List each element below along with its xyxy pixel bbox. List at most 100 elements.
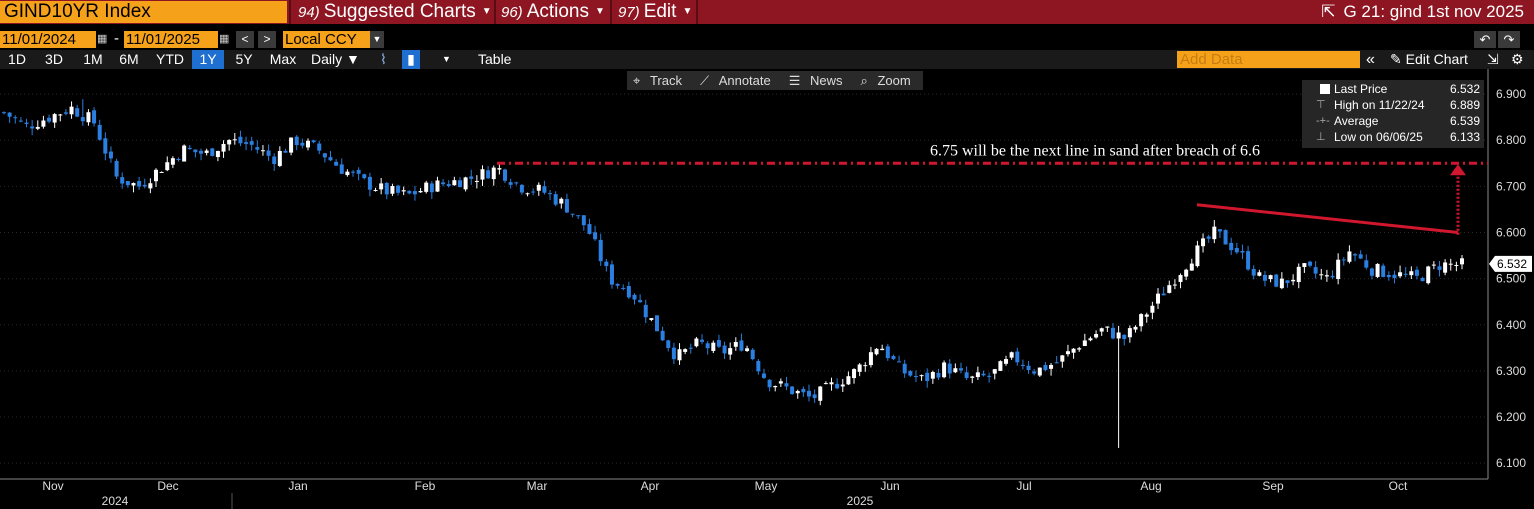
start-date-field[interactable]: 11/01/2024 bbox=[0, 31, 96, 48]
frequency-select[interactable]: Daily ▼ bbox=[311, 51, 360, 67]
gear-icon[interactable]: ⚙ bbox=[1511, 51, 1524, 67]
add-data-input[interactable]: Add Data bbox=[1177, 51, 1360, 68]
candle-body bbox=[1032, 371, 1037, 374]
collapse-icon[interactable]: « bbox=[1366, 51, 1375, 68]
candle-body bbox=[1431, 264, 1436, 266]
candle-body bbox=[114, 161, 119, 177]
news-tool[interactable]: ☰ News bbox=[788, 73, 843, 88]
candle-body bbox=[576, 215, 581, 217]
redo-icon[interactable]: ↷ bbox=[1498, 31, 1520, 48]
candle-body bbox=[204, 150, 209, 153]
candle-body bbox=[553, 194, 558, 205]
currency-select[interactable]: Local CCY ▼ bbox=[283, 31, 384, 48]
candle-body bbox=[30, 126, 35, 129]
candle-body bbox=[1009, 352, 1014, 358]
price-chart: 6.900 6.800 6.700 6.600 6.500 6.400 6.300 6.200… bbox=[0, 69, 1532, 509]
candle-body bbox=[120, 177, 125, 184]
resize-icon[interactable]: ⇲ bbox=[1487, 51, 1499, 67]
candle-body bbox=[1195, 245, 1200, 267]
undo-icon[interactable]: ↶ bbox=[1474, 31, 1496, 48]
candle-body bbox=[362, 174, 367, 179]
candle-body bbox=[497, 168, 502, 170]
table-button[interactable]: Table bbox=[478, 51, 512, 67]
candle-body bbox=[531, 191, 536, 193]
candle-body bbox=[587, 224, 592, 234]
calendar-icon[interactable]: ▦ bbox=[219, 33, 230, 45]
suggested-charts-menu[interactable]: 94) Suggested Charts ▼ bbox=[298, 0, 492, 24]
candle-body bbox=[142, 184, 147, 187]
candle-body bbox=[1330, 275, 1335, 278]
candle-body bbox=[1324, 275, 1329, 277]
chart-title: ⇱ G 21: gind 1st nov 2025 bbox=[1321, 2, 1524, 21]
candle-body bbox=[474, 180, 479, 182]
chevron-down-icon[interactable]: ▼ bbox=[442, 54, 451, 64]
next-icon[interactable]: > bbox=[258, 31, 276, 48]
y-tick-label: 6.800 bbox=[1496, 133, 1526, 147]
previous-icon[interactable]: < bbox=[236, 31, 254, 48]
candle-body bbox=[936, 372, 941, 378]
candle-body bbox=[1398, 272, 1403, 277]
candle-body bbox=[283, 150, 288, 153]
resistance-line bbox=[1196, 203, 1459, 234]
period-ytd[interactable]: YTD bbox=[156, 51, 184, 67]
candle-body bbox=[1448, 263, 1453, 265]
candle-body bbox=[407, 190, 412, 194]
candle-body bbox=[232, 139, 237, 141]
candle-body bbox=[108, 151, 113, 159]
candle-body bbox=[131, 183, 136, 186]
candle-body bbox=[379, 183, 384, 190]
candle-body bbox=[846, 376, 851, 385]
candle-body bbox=[52, 114, 57, 123]
candle-body bbox=[1178, 275, 1183, 282]
candle-body bbox=[767, 379, 772, 388]
pop-out-icon[interactable]: ⇱ bbox=[1321, 2, 1336, 21]
candle-body bbox=[125, 181, 130, 186]
line-chart-icon[interactable]: ⌇ bbox=[380, 51, 387, 67]
period-3d[interactable]: 3D bbox=[45, 51, 63, 67]
candle-body bbox=[1308, 261, 1313, 266]
candle-body bbox=[919, 375, 924, 377]
period-5y[interactable]: 5Y bbox=[235, 51, 253, 67]
candle-body bbox=[514, 182, 519, 184]
candle-body bbox=[1437, 266, 1442, 270]
candle-body bbox=[1060, 355, 1065, 362]
candle-body bbox=[621, 287, 626, 289]
candle-body bbox=[1150, 305, 1155, 313]
candle-body bbox=[92, 110, 97, 124]
annotation-text: 6.75 will be the next line in sand after… bbox=[930, 142, 1260, 159]
period-1y[interactable]: 1Y bbox=[192, 50, 224, 69]
ticker-field[interactable]: GIND10YR Index bbox=[0, 1, 287, 23]
candle-body bbox=[1246, 251, 1251, 270]
candle-body bbox=[722, 345, 727, 354]
candle-body bbox=[519, 184, 524, 193]
period-1m[interactable]: 1M bbox=[83, 51, 103, 67]
candle-body bbox=[874, 348, 879, 355]
candle-body bbox=[1386, 274, 1391, 278]
candle-body bbox=[1403, 273, 1408, 275]
period-max[interactable]: Max bbox=[269, 51, 297, 67]
candle-chart-icon[interactable]: ▮ bbox=[402, 50, 420, 69]
candle-body bbox=[666, 340, 671, 348]
candle-body bbox=[1257, 272, 1262, 276]
candle-body bbox=[103, 138, 108, 154]
actions-menu[interactable]: 96) Actions ▼ bbox=[501, 0, 605, 24]
zoom-tool[interactable]: ⌕ Zoom bbox=[860, 73, 911, 88]
candle-body bbox=[260, 150, 265, 152]
edit-menu[interactable]: 97) Edit ▼ bbox=[618, 0, 692, 24]
track-tool[interactable]: ⌖ Track bbox=[633, 73, 682, 88]
end-date-field[interactable]: 11/01/2025 bbox=[124, 31, 218, 48]
candle-body bbox=[671, 347, 676, 360]
candle-body bbox=[1161, 293, 1166, 296]
annotate-tool[interactable]: ⟋ Annotate bbox=[699, 73, 771, 88]
candle-body bbox=[1279, 278, 1284, 289]
edit-chart-button[interactable]: ✎ Edit Chart bbox=[1390, 51, 1468, 67]
chart-area[interactable]: 6.900 6.800 6.700 6.600 6.500 6.400 6.300 6.200… bbox=[0, 69, 1534, 509]
menu-label: Suggested Charts bbox=[323, 1, 476, 23]
period-1d[interactable]: 1D bbox=[8, 51, 26, 67]
candle-body bbox=[683, 349, 688, 352]
candle-body bbox=[806, 390, 811, 397]
candle-body bbox=[446, 184, 451, 187]
period-6m[interactable]: 6M bbox=[119, 51, 139, 67]
candle-body bbox=[18, 120, 23, 122]
calendar-icon[interactable]: ▦ bbox=[97, 33, 108, 45]
